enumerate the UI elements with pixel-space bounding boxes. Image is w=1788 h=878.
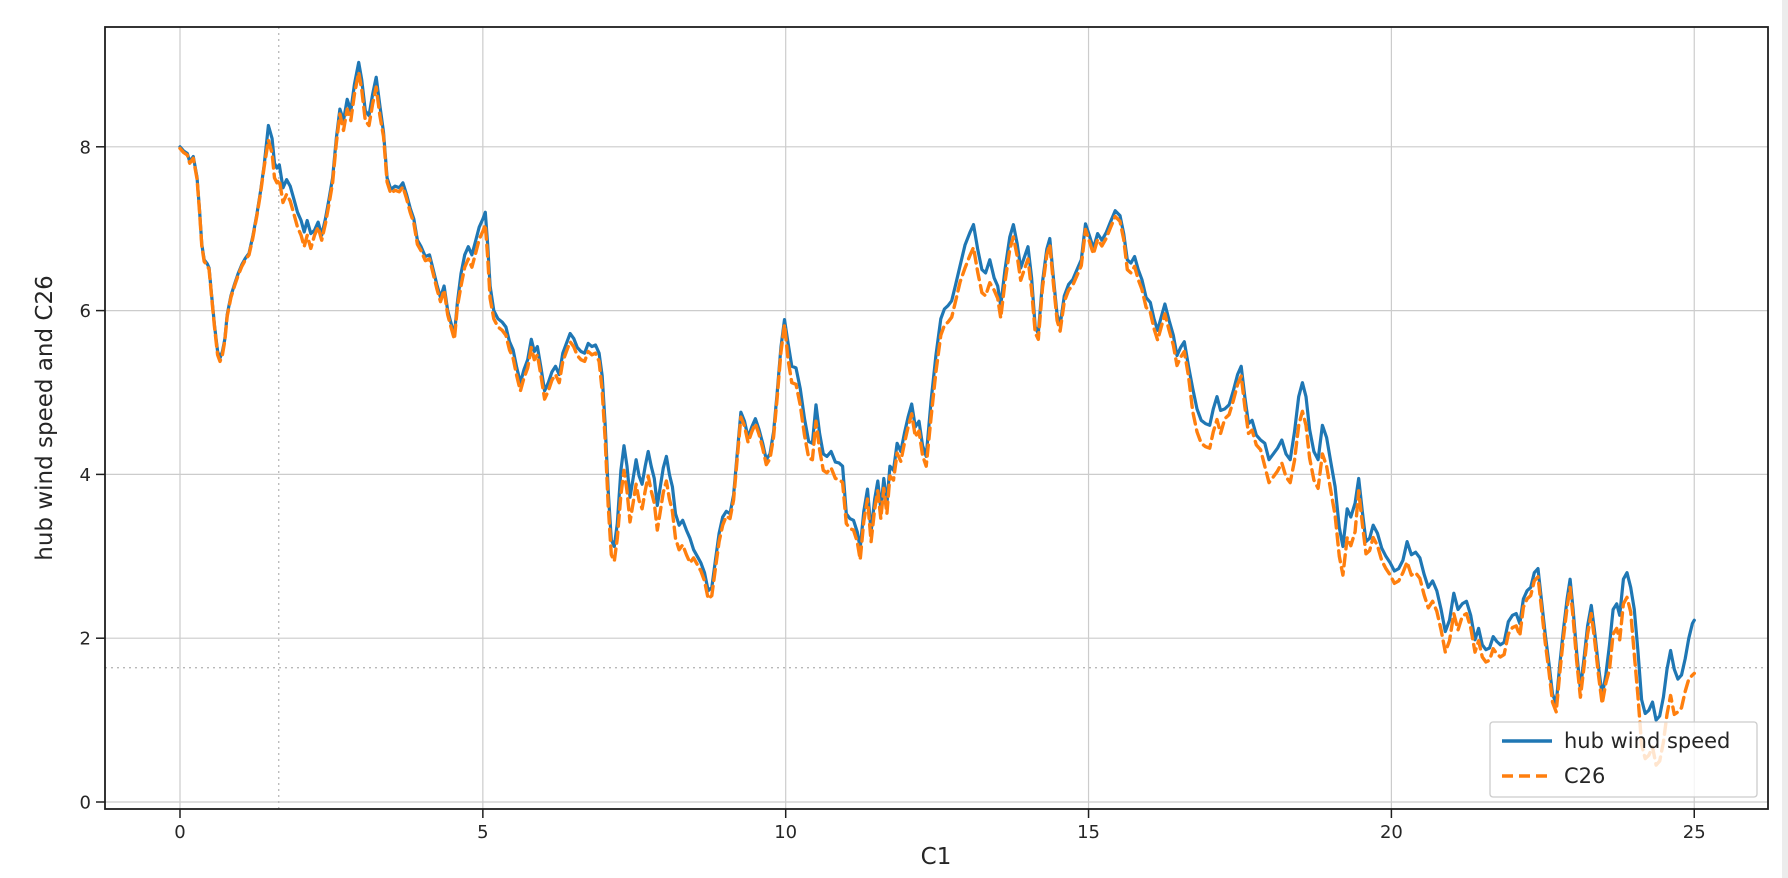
x-tick-label-15: 15 (1077, 822, 1100, 843)
y-tick-label-2: 2 (80, 629, 91, 650)
y-tick-label-4: 4 (80, 465, 91, 486)
plot-area-border (104, 26, 1769, 810)
x-tick-label-20: 20 (1380, 822, 1403, 843)
legend-label-c26: C26 (1564, 764, 1605, 788)
x-tick-label-5: 5 (477, 822, 488, 843)
axis-ticks (96, 146, 1695, 818)
y-axis-label: hub wind speed and C26 (32, 275, 58, 560)
right-edge-strip (1782, 0, 1788, 878)
series-lines (178, 60, 1696, 767)
legend-label-hub-wind-speed: hub wind speed (1564, 729, 1730, 753)
x-axis-label: C1 (921, 844, 952, 870)
y-tick-label-6: 6 (80, 301, 91, 322)
gridlines (105, 27, 1768, 809)
y-tick-label-8: 8 (80, 137, 91, 158)
reference-lines (105, 27, 1768, 809)
legend-box (1489, 721, 1758, 798)
series-C26 (178, 70, 1696, 767)
x-tick-label-25: 25 (1683, 822, 1706, 843)
x-tick-label-10: 10 (774, 822, 797, 843)
legend: hub wind speed C26 (1489, 721, 1758, 798)
tick-labels: 0 5 10 15 20 25 0 2 4 6 8 (80, 137, 1706, 843)
y-tick-label-0: 0 (80, 793, 91, 814)
x-tick-label-0: 0 (174, 822, 185, 843)
